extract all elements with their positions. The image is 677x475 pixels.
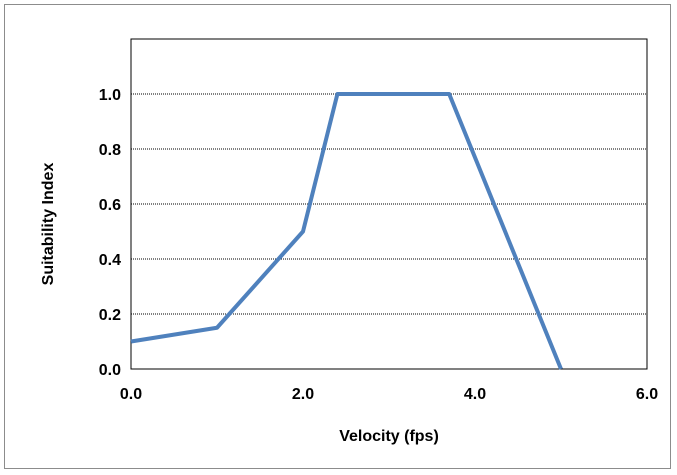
x-tick-label: 6.0 <box>636 386 658 403</box>
y-tick-label: 0.0 <box>99 362 121 379</box>
chart-frame <box>4 4 671 469</box>
series-layer <box>130 92 563 370</box>
y-tick-label: 0.8 <box>99 142 121 159</box>
x-axis-title: Velocity (fps) <box>339 428 439 445</box>
y-tick-label: 0.4 <box>99 252 121 269</box>
y-tick-label: 0.6 <box>99 197 121 214</box>
plot-area <box>130 38 648 370</box>
series-line-0 <box>130 92 563 370</box>
y-tick-labels: 0.0 0.2 0.4 0.6 0.8 1.0 <box>99 87 121 379</box>
x-tick-labels: 0.0 2.0 4.0 6.0 <box>120 386 658 403</box>
y-tick-label: 1.0 <box>99 87 121 104</box>
x-tick-label: 0.0 <box>120 386 142 403</box>
y-axis-title: Suitability Index <box>40 163 57 286</box>
x-tick-label: 2.0 <box>292 386 314 403</box>
y-tick-label: 0.2 <box>99 307 121 324</box>
x-tick-label: 4.0 <box>464 386 486 403</box>
grid-lines <box>131 93 647 315</box>
